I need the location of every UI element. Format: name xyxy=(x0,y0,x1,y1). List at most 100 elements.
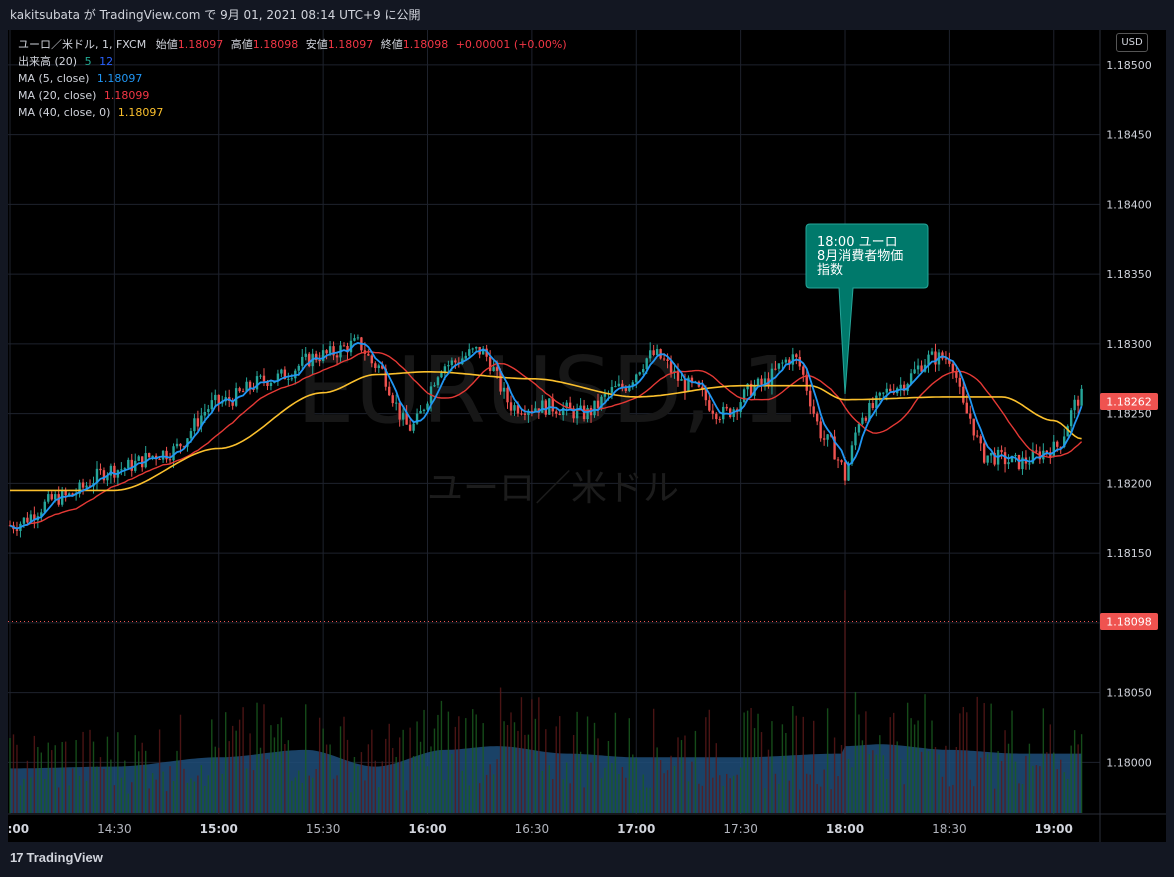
candle-body xyxy=(920,365,923,372)
candle-body xyxy=(1010,455,1014,463)
candle-body xyxy=(384,368,387,387)
candle-body xyxy=(568,402,572,409)
legend-ma5-label: MA (5, close) xyxy=(18,72,90,85)
time-axis[interactable]: 14:00 14:30 15:00 15:30 16:00 16:30 17:00 17:30… xyxy=(0,822,1073,836)
candle-body xyxy=(979,436,982,444)
candle-body xyxy=(541,400,544,413)
candle-body xyxy=(64,490,67,496)
candle-body xyxy=(22,517,26,524)
legend-open-label: 始値 xyxy=(155,38,178,51)
candle-body xyxy=(301,356,304,366)
candle-body xyxy=(687,377,690,392)
legend-close-label: 終値 xyxy=(380,38,403,51)
candle-body xyxy=(388,386,391,396)
candle-body xyxy=(443,366,447,374)
candle-body xyxy=(137,456,140,461)
candle-body xyxy=(871,403,875,409)
candle-body xyxy=(495,367,499,371)
candle-body xyxy=(328,346,332,354)
candle-body xyxy=(530,410,534,412)
x-tick-label: 14:30 xyxy=(97,822,132,836)
legend-symbol: ユーロ／米ドル, 1, FXCM xyxy=(18,38,147,51)
candle-body xyxy=(812,406,815,414)
candle-body xyxy=(1014,454,1017,456)
candle-body xyxy=(367,353,370,356)
legend-row-volume: 出来高 (20) 5 12 xyxy=(18,53,567,70)
y-tick-label: 1.18300 xyxy=(1106,338,1152,351)
candle-body xyxy=(725,406,728,409)
candle-body xyxy=(1069,410,1073,427)
candle-body xyxy=(781,362,784,364)
candle-body xyxy=(464,355,467,359)
candle-body xyxy=(833,436,836,460)
x-tick-label: 15:00 xyxy=(200,822,238,836)
candle-body xyxy=(534,408,537,412)
candle-body xyxy=(374,363,377,369)
candle-body xyxy=(141,456,144,468)
candle-body xyxy=(207,409,210,412)
candle-body xyxy=(130,459,133,471)
y-tick-label: 1.18500 xyxy=(1106,59,1152,72)
price-axis[interactable]: 1.18500 1.18450 1.18400 1.18350 1.18300 1.182… xyxy=(1106,59,1152,770)
candle-body xyxy=(575,408,579,419)
candle-body xyxy=(276,373,280,382)
candle-body xyxy=(965,402,968,414)
candle-body xyxy=(708,400,711,411)
candle-body xyxy=(436,377,440,386)
candle-body xyxy=(857,423,861,433)
candle-body xyxy=(1028,463,1031,465)
price-chart[interactable]: EURUSD, 1 ユーロ／米ドル 18:00 ユーロ 8月消費者物価 指数 1… xyxy=(0,30,1166,842)
candle-body xyxy=(127,459,130,469)
candle-body xyxy=(749,383,753,396)
y-tick-label: 1.18250 xyxy=(1106,408,1152,421)
candle-body xyxy=(913,369,916,374)
candle-body xyxy=(405,412,408,425)
candle-body xyxy=(819,421,822,439)
tradingview-brand[interactable]: 17 TradingView xyxy=(10,850,103,865)
chart-area[interactable]: EURUSD, 1 ユーロ／米ドル 18:00 ユーロ 8月消費者物価 指数 1… xyxy=(0,30,1166,842)
candle-body xyxy=(81,482,85,488)
candle-body xyxy=(704,389,708,401)
legend-row-symbol: ユーロ／米ドル, 1, FXCM 始値1.18097 高値1.18098 安値1… xyxy=(18,36,567,53)
candle-body xyxy=(596,400,600,408)
candle-body xyxy=(217,394,220,404)
tradingview-logo-icon: 17 xyxy=(10,850,24,865)
candle-body xyxy=(847,463,850,481)
candle-body xyxy=(579,405,582,409)
candle-body xyxy=(854,432,857,446)
candle-body xyxy=(151,455,154,458)
candle-body xyxy=(955,371,958,378)
candle-body xyxy=(308,353,311,367)
legend-row-ma40: MA (40, close, 0) 1.18097 xyxy=(18,104,567,121)
candle-body xyxy=(447,365,450,367)
candle-body xyxy=(885,388,888,393)
candle-body xyxy=(962,386,965,403)
candle-body xyxy=(189,431,193,439)
candle-body xyxy=(502,387,506,392)
candle-body xyxy=(332,346,335,356)
candle-body xyxy=(488,356,492,371)
event-annotation[interactable]: 18:00 ユーロ 8月消費者物価 指数 xyxy=(805,223,929,395)
publish-bar: kakitsubata が TradingView.com で 9月 01, 2… xyxy=(0,0,1174,30)
candle-body xyxy=(902,384,906,392)
ma20-line xyxy=(9,350,1083,530)
candle-body xyxy=(826,434,829,440)
candle-body xyxy=(88,485,92,487)
legend-low: 1.18097 xyxy=(327,38,374,51)
candle-body xyxy=(645,358,648,370)
candle-body xyxy=(788,359,791,365)
candle-body xyxy=(214,394,217,401)
candle-body xyxy=(15,529,19,531)
y-tick-label: 1.18450 xyxy=(1106,129,1152,142)
candle-body xyxy=(283,369,287,380)
candle-body xyxy=(123,468,127,470)
candle-body xyxy=(648,350,652,359)
candle-body xyxy=(690,377,694,382)
candle-body xyxy=(701,386,704,390)
currency-button[interactable]: USD xyxy=(1116,33,1148,52)
candle-body xyxy=(628,385,631,391)
candle-body xyxy=(102,470,106,481)
watermark: EURUSD, 1 ユーロ／米ドル xyxy=(297,337,800,509)
candle-body xyxy=(774,368,777,370)
candle-body xyxy=(836,459,840,461)
